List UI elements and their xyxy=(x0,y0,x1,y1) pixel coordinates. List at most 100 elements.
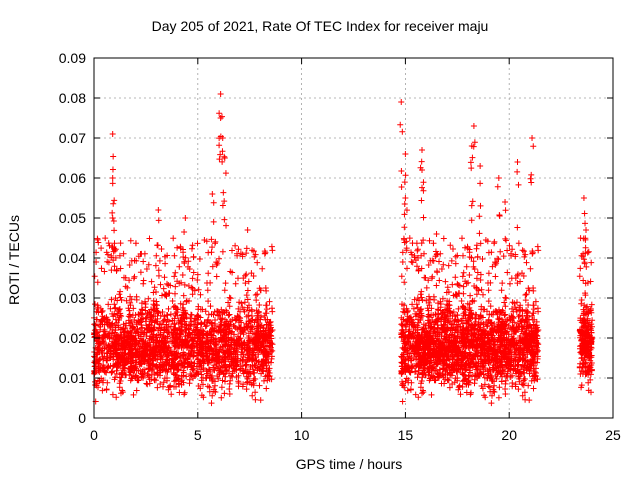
x-tick-label: 25 xyxy=(605,427,621,443)
scatter-point xyxy=(514,168,521,175)
scatter-point-peak xyxy=(109,131,116,137)
scatter-point xyxy=(420,237,427,244)
scatter-point xyxy=(418,197,425,204)
axis-ticks: 0 0.01 0.02 0.03 0.04 0.05 0.06 0.07 0.08 0.09 0 5 1… xyxy=(59,50,621,443)
scatter-point xyxy=(155,267,162,274)
scatter-point xyxy=(433,251,440,258)
scatter-point xyxy=(402,172,409,179)
scatter-point-peak xyxy=(217,91,224,97)
scatter-point xyxy=(397,121,404,128)
scatter-point xyxy=(210,218,217,225)
y-tick-label: 0.09 xyxy=(59,50,86,66)
scatter-point xyxy=(111,245,118,252)
scatter-point xyxy=(469,154,476,161)
scatter-point xyxy=(471,139,478,146)
x-tick-label: 0 xyxy=(90,427,98,443)
scatter-point xyxy=(527,175,534,182)
scatter-point xyxy=(111,197,118,204)
scatter-point xyxy=(582,236,589,243)
scatter-point xyxy=(403,247,410,254)
scatter-point xyxy=(468,217,475,224)
scatter-point xyxy=(420,214,427,221)
scatter-point xyxy=(181,281,188,288)
y-tick-label: 0.06 xyxy=(59,170,86,186)
scatter-point xyxy=(110,217,117,224)
scatter-point xyxy=(216,156,223,163)
scatter-point xyxy=(111,227,118,234)
y-tick-label: 0 xyxy=(78,410,86,426)
scatter-point-cloud xyxy=(91,235,596,407)
scatter-point-peak xyxy=(221,155,228,161)
scatter-point xyxy=(218,113,225,120)
scatter-point xyxy=(243,292,250,299)
scatter-point-peak xyxy=(433,231,440,237)
scatter-point xyxy=(468,202,475,209)
scatter-point-peak xyxy=(109,175,116,181)
x-tick-label: 5 xyxy=(194,427,202,443)
scatter-point xyxy=(419,184,425,191)
scatter-point xyxy=(222,170,229,177)
scatter-point xyxy=(515,240,522,247)
scatter-point-peak xyxy=(514,159,521,165)
scatter-point-peak xyxy=(398,99,405,105)
scatter-point xyxy=(217,151,224,158)
scatter-point xyxy=(420,179,427,186)
scatter-point-peak xyxy=(468,143,475,149)
scatter-point xyxy=(216,142,223,149)
scatter-point xyxy=(476,230,483,237)
chart-title: Day 205 of 2021, Rate Of TEC Index for r… xyxy=(151,18,489,34)
scatter-point xyxy=(398,167,405,174)
scatter-point xyxy=(528,171,535,178)
scatter-point xyxy=(220,189,227,196)
y-tick-label: 0.04 xyxy=(59,250,86,266)
y-tick-label: 0.07 xyxy=(59,130,86,146)
scatter-point-peak xyxy=(109,215,116,221)
scatter-point xyxy=(210,199,217,206)
scatter-point xyxy=(110,248,117,255)
scatter-point xyxy=(582,220,589,227)
y-tick-label: 0.02 xyxy=(59,330,86,346)
scatter-point xyxy=(223,222,230,229)
scatter-point-peak xyxy=(402,195,409,201)
scatter-point xyxy=(155,272,162,279)
scatter-point xyxy=(477,180,484,187)
scatter-point xyxy=(108,267,115,274)
scatter-point xyxy=(243,245,250,252)
scatter-point xyxy=(468,165,475,172)
scatter-point xyxy=(401,200,408,207)
scatter-point-peak xyxy=(477,163,484,169)
scatter-point-peak xyxy=(419,167,426,173)
y-tick-label: 0.08 xyxy=(59,90,86,106)
x-tick-label: 10 xyxy=(294,427,310,443)
scatter-point-peak xyxy=(580,195,587,201)
scatter-point xyxy=(243,250,250,257)
scatter-point xyxy=(154,242,161,249)
scatter-point xyxy=(477,202,484,209)
scatter-point xyxy=(420,187,427,194)
scatter-point xyxy=(469,198,476,205)
scatter-point xyxy=(582,292,589,299)
y-tick-label: 0.01 xyxy=(59,370,86,386)
x-tick-label: 15 xyxy=(398,427,414,443)
scatter-point-peak xyxy=(182,215,189,221)
scatter-point xyxy=(495,256,502,263)
scatter-point xyxy=(110,153,117,160)
scatter-point xyxy=(530,143,537,150)
scatter-point xyxy=(528,179,535,186)
scatter-point xyxy=(432,248,439,255)
scatter-point xyxy=(401,224,408,231)
scatter-point-peak xyxy=(495,175,502,181)
y-tick-label: 0.03 xyxy=(59,290,86,306)
scatter-point xyxy=(503,237,510,244)
scatter-point xyxy=(433,282,440,289)
scatter-point-peak xyxy=(419,147,426,153)
scatter-point xyxy=(476,213,483,220)
scatter-point xyxy=(580,256,587,263)
data-points xyxy=(91,91,596,407)
scatter-point xyxy=(582,320,589,327)
scatter-point xyxy=(515,181,522,188)
scatter-point xyxy=(433,268,440,275)
scatter-point xyxy=(418,158,425,165)
scatter-point xyxy=(500,253,507,260)
